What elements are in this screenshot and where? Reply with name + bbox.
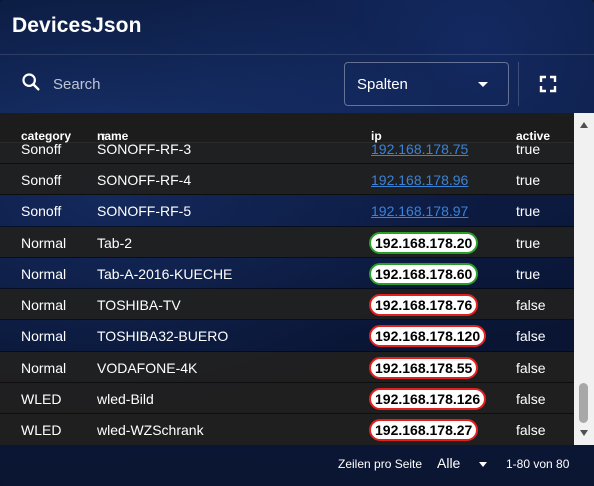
search-icon	[20, 71, 42, 98]
ip-link[interactable]: 192.168.178.97	[371, 203, 469, 220]
cell-category: Sonoff	[21, 172, 62, 188]
cell-category: Normal	[21, 359, 67, 376]
cell-category: Sonoff	[21, 203, 62, 220]
cell-active: false	[516, 359, 546, 376]
cell-active: true	[516, 203, 541, 220]
table-row[interactable]: Sonoff SONOFF-RF-3 192.168.178.75 true	[0, 141, 574, 164]
ip-status-offline: 192.168.178.126	[369, 388, 487, 411]
cell-name: Tab-A-2016-KUECHE	[97, 265, 233, 282]
cell-name: Tab-2	[97, 234, 133, 251]
table-row[interactable]: Normal TOSHIBA32-BUERO 192.168.178.120 fals…	[0, 320, 574, 352]
cell-name: SONOFF-RF-5	[97, 203, 192, 220]
rows-per-page-label: Zeilen pro Seite	[338, 457, 423, 471]
devices-table: category name ↑ ip active Sonoff SONOFF-RF…	[0, 113, 594, 445]
chevron-down-icon[interactable]	[479, 462, 487, 467]
cell-active: false	[516, 297, 546, 314]
chevron-down-icon	[478, 82, 488, 87]
column-header-label: active	[516, 129, 551, 143]
cell-name: wled-Bild	[97, 391, 154, 408]
column-header-label: category	[21, 129, 72, 143]
cell-category: Normal	[21, 328, 67, 345]
cell-name: SONOFF-RF-3	[97, 141, 192, 157]
ip-status-offline: 192.168.178.55	[369, 356, 479, 379]
table-row[interactable]: WLED wled-Bild 192.168.178.126 false	[0, 383, 574, 415]
table-row[interactable]: Normal TOSHIBA-TV 192.168.178.76 false	[0, 289, 574, 321]
table-header: category name ↑ ip active	[0, 113, 574, 143]
cell-active: false	[516, 391, 546, 408]
toolbar-divider	[518, 62, 519, 106]
cell-active: true	[516, 141, 541, 157]
table-scrollbar[interactable]	[574, 113, 594, 445]
sort-ascending-icon: ↑	[101, 129, 107, 143]
cell-category: Normal	[21, 297, 67, 314]
cell-name: TOSHIBA32-BUERO	[97, 328, 229, 345]
cell-name: TOSHIBA-TV	[97, 297, 181, 314]
cell-active: false	[516, 422, 546, 439]
ip-status-offline: 192.168.178.76	[369, 294, 479, 317]
cell-name: wled-WZSchrank	[97, 422, 204, 439]
scrollbar-thumb[interactable]	[579, 383, 588, 423]
cell-name: VODAFONE-4K	[97, 359, 198, 376]
table-row[interactable]: Sonoff SONOFF-RF-4 192.168.178.96 true	[0, 164, 574, 196]
cell-name: SONOFF-RF-4	[97, 172, 192, 188]
table-row[interactable]: WLED wled-WZSchrank 192.168.178.27 false	[0, 414, 574, 445]
cell-active: true	[516, 172, 541, 188]
scroll-down-arrow-icon[interactable]	[580, 430, 588, 436]
cell-category: WLED	[21, 391, 62, 408]
cell-active: true	[516, 234, 541, 251]
ip-status-online: 192.168.178.60	[369, 262, 479, 285]
table-row[interactable]: Sonoff SONOFF-RF-5 192.168.178.97 true	[0, 195, 574, 227]
table-footer: Zeilen pro Seite Alle 1-80 von 80	[0, 446, 594, 486]
header-divider	[0, 54, 594, 55]
cell-active: true	[516, 265, 541, 282]
ip-link[interactable]: 192.168.178.96	[371, 172, 469, 188]
table-row[interactable]: Normal Tab-A-2016-KUECHE 192.168.178.60 tru…	[0, 257, 574, 290]
cell-category: WLED	[21, 422, 62, 439]
table-body: Sonoff SONOFF-RF-3 192.168.178.75 true Sonof…	[0, 141, 574, 445]
table-row[interactable]: Normal Tab-2 192.168.178.20 true	[0, 226, 574, 258]
cell-active: false	[516, 328, 546, 345]
columns-select[interactable]: Spalten	[344, 62, 509, 106]
ip-link[interactable]: 192.168.178.75	[371, 141, 469, 157]
cell-category: Sonoff	[21, 141, 62, 157]
cell-category: Normal	[21, 265, 67, 282]
ip-status-online: 192.168.178.20	[369, 231, 479, 254]
column-header-label: ip	[371, 129, 382, 143]
widget-title: DevicesJson	[12, 14, 142, 37]
ip-status-offline: 192.168.178.27	[369, 419, 479, 442]
cell-category: Normal	[21, 234, 67, 251]
table-row[interactable]: Normal VODAFONE-4K 192.168.178.55 false	[0, 351, 574, 384]
search-input[interactable]: Search	[53, 75, 101, 93]
rows-per-page-select[interactable]: Alle	[437, 455, 461, 471]
fullscreen-icon[interactable]	[538, 74, 558, 94]
search-field[interactable]: Search	[20, 70, 320, 98]
pagination-range: 1-80 von 80	[506, 457, 570, 471]
ip-status-offline: 192.168.178.120	[369, 325, 487, 348]
scroll-up-arrow-icon[interactable]	[580, 122, 588, 128]
column-header-label: name	[97, 129, 129, 143]
columns-select-value: Spalten	[357, 75, 408, 93]
